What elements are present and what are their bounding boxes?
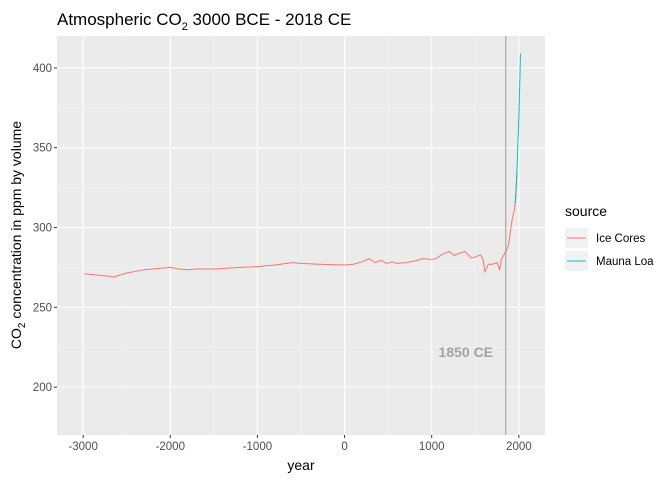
x-tick-label: 1000 xyxy=(419,441,445,453)
legend-label-ice-cores: Ice Cores xyxy=(596,233,645,245)
x-axis-ticks: -3000 -2000 -1000 0 1000 2000 xyxy=(68,435,532,453)
legend-label-mauna-loa: Mauna Loa xyxy=(596,256,654,268)
x-tick-label: -1000 xyxy=(243,441,272,453)
y-tick-label: 300 xyxy=(33,223,52,235)
x-tick-label: -2000 xyxy=(156,441,185,453)
chart-title: Atmospheric CO2 3000 BCE - 2018 CE xyxy=(57,10,351,33)
x-tick-label: 0 xyxy=(341,441,347,453)
grid-major xyxy=(57,36,545,435)
reference-line-label: 1850 CE xyxy=(439,344,493,360)
x-tick-label: -3000 xyxy=(68,441,97,453)
legend: source Ice Cores Mauna Loa xyxy=(565,203,654,271)
x-tick-label: 2000 xyxy=(506,441,532,453)
series-layer xyxy=(83,53,521,278)
x-axis-label: year xyxy=(287,457,315,473)
series-line-ice-cores xyxy=(83,173,518,278)
grid-minor xyxy=(57,36,545,435)
y-tick-label: 200 xyxy=(33,382,52,394)
series-line-mauna-loa xyxy=(514,53,521,204)
y-axis-label: CO2 concentration in ppm by volume xyxy=(8,121,28,349)
legend-title: source xyxy=(565,203,607,219)
y-tick-label: 350 xyxy=(33,143,52,155)
y-tick-label: 250 xyxy=(33,302,52,314)
y-tick-label: 400 xyxy=(33,63,52,75)
y-axis-ticks: 200 250 300 350 400 xyxy=(33,63,57,394)
